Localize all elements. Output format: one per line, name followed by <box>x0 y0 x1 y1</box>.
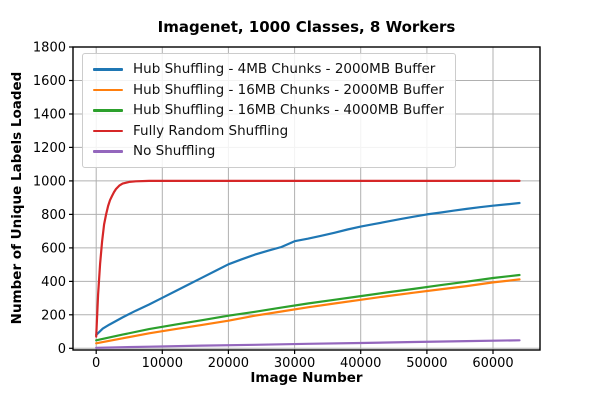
y-tick-label: 1000 <box>33 174 66 189</box>
x-tick-label: 60000 <box>472 356 513 371</box>
legend-label: Hub Shuffling - 16MB Chunks - 2000MB Buf… <box>133 81 444 98</box>
legend-line-swatch <box>93 109 123 112</box>
y-tick-label: 1200 <box>33 141 66 156</box>
y-tick-label: 800 <box>41 208 66 223</box>
legend-label: Hub Shuffling - 16MB Chunks - 4000MB Buf… <box>133 102 444 119</box>
legend-item: Hub Shuffling - 16MB Chunks - 4000MB Buf… <box>91 100 447 121</box>
x-tick-label: 0 <box>92 356 100 371</box>
series-line-4 <box>95 339 521 349</box>
y-tick-label: 400 <box>41 275 66 290</box>
legend-label: Fully Random Shuffling <box>133 122 289 139</box>
legend-line-swatch <box>93 88 123 91</box>
legend-item: Hub Shuffling - 16MB Chunks - 2000MB Buf… <box>91 80 447 101</box>
y-tick-label: 1400 <box>33 108 66 123</box>
y-tick-label: 1800 <box>33 41 66 56</box>
legend-label: No Shuffling <box>133 143 216 160</box>
legend-item: No Shuffling <box>91 141 447 162</box>
y-tick-label: 200 <box>41 308 66 323</box>
x-tick-label: 10000 <box>142 356 183 371</box>
x-tick-label: 50000 <box>406 356 447 371</box>
series-line-2 <box>95 273 521 342</box>
legend-item: Fully Random Shuffling <box>91 121 447 142</box>
x-axis-label: Image Number <box>250 370 363 386</box>
plot-border <box>72 46 541 351</box>
legend: Hub Shuffling - 4MB Chunks - 2000MB Buff… <box>82 53 456 168</box>
x-tick-label: 20000 <box>208 356 249 371</box>
y-tick-label: 0 <box>58 342 66 357</box>
series-line-3 <box>95 179 521 338</box>
legend-line-swatch <box>93 68 123 71</box>
x-tick-label: 40000 <box>340 356 381 371</box>
series-line-0 <box>95 201 521 336</box>
y-tick-label: 1600 <box>33 74 66 89</box>
legend-item: Hub Shuffling - 4MB Chunks - 2000MB Buff… <box>91 59 447 80</box>
legend-line-swatch <box>93 150 123 153</box>
y-tick-label: 600 <box>41 241 66 256</box>
legend-label: Hub Shuffling - 4MB Chunks - 2000MB Buff… <box>133 61 436 78</box>
chart-title: Imagenet, 1000 Classes, 8 Workers <box>157 18 456 36</box>
x-tick-label: 30000 <box>274 356 315 371</box>
series-line-1 <box>95 278 521 345</box>
legend-line-swatch <box>93 129 123 132</box>
